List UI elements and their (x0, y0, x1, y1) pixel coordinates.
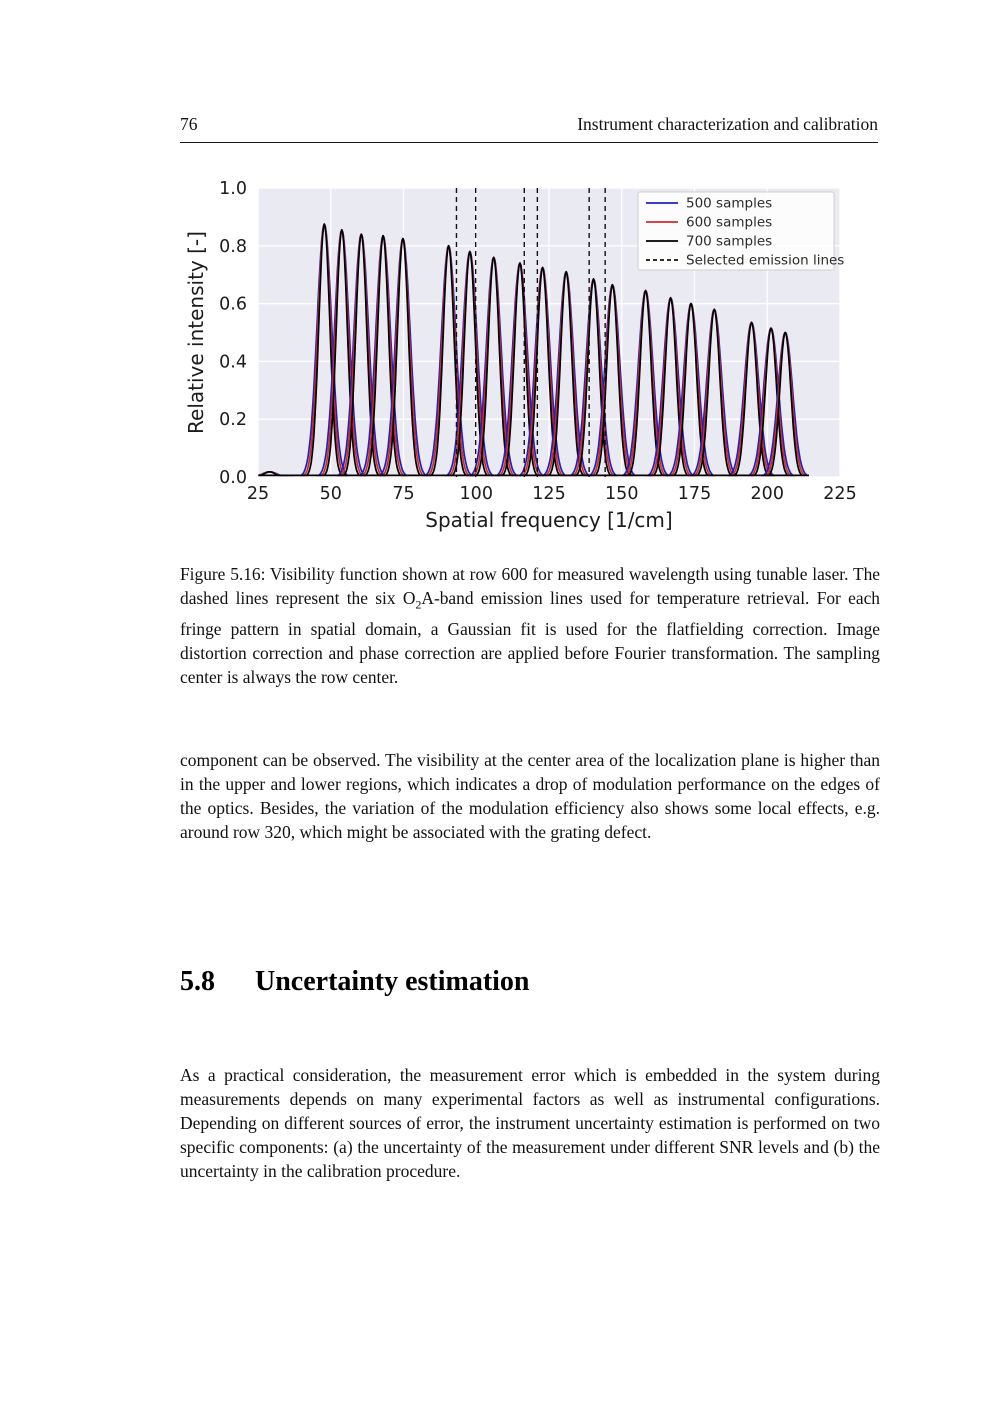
fringe-curve (358, 234, 408, 477)
fringe-curve (689, 308, 738, 477)
fringe-curve (646, 296, 695, 477)
fringe-curve (666, 302, 715, 477)
y-tick-label: 0.6 (219, 295, 247, 315)
fringe-curve (541, 270, 590, 477)
y-tick-label: 0.2 (219, 410, 247, 430)
caption-text-1: Figure 5.16: Visibility function shown a… (180, 564, 880, 609)
body-paragraph-1: component can be observed. The visibilit… (180, 749, 880, 843)
y-tick-label: 0.0 (219, 468, 247, 488)
fringe-curve (746, 327, 795, 477)
x-tick-label: 200 (751, 484, 784, 504)
fringe-curve (258, 470, 295, 477)
x-tick-label: 125 (532, 484, 565, 504)
legend-box (637, 191, 835, 271)
legend-label: 700 samples (686, 234, 772, 250)
fringe-curve (317, 229, 367, 477)
fringe-curve (424, 244, 474, 477)
fringe-curve (445, 250, 495, 477)
figure-caption: Figure 5.16: Visibility function shown a… (180, 562, 880, 688)
page-number: 76 (180, 114, 198, 134)
body-paragraph-2: As a practical consideration, the measur… (180, 1064, 880, 1182)
y-tick-label: 0.8 (219, 237, 247, 257)
fringe-curve (760, 331, 809, 477)
y-axis-label: Relative intensity [-] (184, 231, 208, 434)
section-title: Uncertainty estimation (255, 966, 530, 997)
x-tick-label: 100 (460, 484, 493, 504)
y-tick-label: 0.4 (219, 352, 247, 372)
section-heading: 5.8 Uncertainty estimation (180, 966, 880, 998)
fringe-curve (336, 233, 386, 477)
x-axis-label: Spatial frequency [1/cm] (425, 508, 672, 532)
fringe-curve (518, 266, 568, 477)
x-tick-label: 50 (320, 484, 342, 504)
figure-5-16: 25 50 75 100 125 150 175 200 225 0.0 0.2 0.4 0.6 0.8 1… (183, 162, 863, 537)
section-number: 5.8 (180, 966, 215, 997)
visibility-chart: 25 50 75 100 125 150 175 200 225 0.0 0.2 0.4 0.6 0.8 1… (184, 179, 857, 532)
fringe-curve (469, 256, 519, 477)
page-header: 76 Instrument characterization and calib… (180, 114, 878, 143)
y-tick-label: 1.0 (219, 179, 247, 199)
fringe-curve (378, 237, 428, 477)
x-tick-label: 225 (823, 484, 856, 504)
x-tick-label: 175 (678, 484, 711, 504)
legend-label: Selected emission lines (686, 253, 844, 269)
caption-subscript: 2 (415, 597, 422, 612)
x-tick-label: 25 (247, 484, 269, 504)
legend-label: 600 samples (686, 215, 772, 231)
x-tick-label: 150 (605, 484, 638, 504)
fringe-curve (495, 262, 545, 477)
fringe-curve (621, 289, 670, 477)
x-tick-label: 75 (392, 484, 414, 504)
fringe-curve (569, 278, 618, 477)
caption-text-2: A-band emission lines used for temperatu… (180, 588, 880, 687)
legend-label: 500 samples (686, 196, 772, 212)
running-header-title: Instrument characterization and calibrat… (577, 114, 878, 134)
